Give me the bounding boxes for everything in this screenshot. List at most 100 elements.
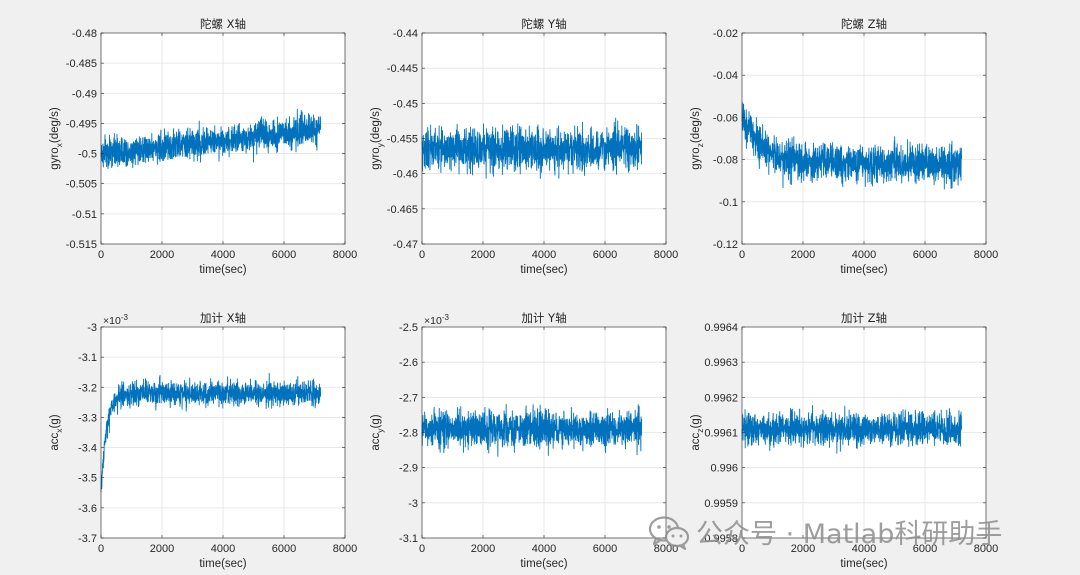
watermark-text: 公众号 · Matlab科研助手 — [696, 519, 1003, 550]
chart-title: 加计 Y轴 — [521, 311, 566, 325]
x-tick-label: 0 — [419, 249, 425, 261]
y-tick-label: -3.6 — [78, 503, 97, 515]
y-tick-label: -0.51 — [72, 209, 97, 221]
y-tick-label: 0.9963 — [704, 357, 738, 369]
y-tick-label: -3.5 — [78, 473, 97, 485]
y-tick-label: -0.44 — [393, 28, 418, 40]
y-tick-label: -0.04 — [713, 70, 738, 82]
y-axis-label: accz(g) — [690, 414, 705, 450]
x-tick-label: 8000 — [333, 249, 357, 261]
x-tick-label: 4000 — [852, 543, 876, 555]
series-line — [421, 117, 643, 179]
x-axis-label: time(sec) — [520, 264, 567, 276]
x-tick-label: 6000 — [272, 249, 296, 261]
y-tick-label: -2.9 — [399, 463, 418, 475]
chart-title: 加计 X轴 — [200, 311, 246, 325]
x-tick-label: 4000 — [852, 249, 876, 261]
series-line — [421, 403, 643, 457]
x-tick-label: 2000 — [791, 543, 815, 555]
subplot-3: 0 2000 4000 6000 8000 -0.12 -0.1 -0.08 -0.06 -0.0… — [690, 17, 998, 276]
y-tick-label: -0.02 — [713, 28, 738, 40]
x-tick-label: 0 — [98, 249, 104, 261]
x-tick-label: 0 — [739, 543, 745, 555]
y-tick-label: -0.485 — [66, 58, 97, 70]
x-tick-label: 0 — [739, 249, 745, 261]
y-tick-label: -3.1 — [78, 352, 97, 364]
x-tick-label: 8000 — [333, 543, 357, 555]
y-tick-label: -0.08 — [713, 155, 738, 167]
y-tick-label: -3 — [87, 322, 97, 334]
subplot-2: 0 2000 4000 6000 8000 -0.47 -0.465 -0.46 -0.455 -… — [370, 17, 678, 276]
x-tick-label: 4000 — [532, 543, 556, 555]
subplot-4: 0 2000 4000 6000 8000 -3.7 -3.6 -3.5 -3.4 -3.3 -3.… — [49, 311, 357, 570]
x-tick-label: 6000 — [913, 249, 937, 261]
y-tick-label: -0.495 — [66, 118, 97, 130]
subplot-1: 0 2000 4000 6000 8000 -0.515 -0.51 -0.505 -0.5 -0… — [49, 17, 357, 276]
y-tick-label: -0.06 — [713, 112, 738, 124]
y-tick-label: -0.46 — [393, 169, 418, 181]
y-axis-label: gyroz(deg/s) — [690, 107, 705, 170]
y-tick-label: -2.5 — [399, 322, 418, 334]
y-tick-label: -0.45 — [393, 98, 418, 110]
y-tick-label: 0.996 — [710, 463, 738, 475]
x-tick-label: 6000 — [593, 543, 617, 555]
y-axis-label: gyroy(deg/s) — [370, 107, 385, 170]
y-tick-label: -0.1 — [719, 197, 738, 209]
y-tick-label: 0.9964 — [704, 322, 738, 334]
y-tick-label: -0.465 — [387, 204, 418, 216]
chart-title: 加计 Z轴 — [841, 311, 887, 325]
chart-title: 陀螺 X轴 — [200, 17, 246, 31]
y-tick-label: -3.2 — [78, 382, 97, 394]
y-tick-label: -0.5 — [78, 149, 97, 161]
x-tick-label: 2000 — [150, 249, 174, 261]
x-tick-label: 6000 — [593, 249, 617, 261]
x-axis-label: time(sec) — [840, 264, 887, 276]
series-line — [741, 102, 963, 190]
axis-exponent: ×10-3 — [103, 313, 128, 327]
y-tick-label: -0.505 — [66, 179, 97, 191]
axis-exponent: ×10-3 — [424, 313, 449, 327]
x-tick-label: 8000 — [974, 543, 998, 555]
x-tick-label: 6000 — [272, 543, 296, 555]
y-tick-label: -0.455 — [387, 134, 418, 146]
x-axis-label: time(sec) — [520, 558, 567, 570]
y-tick-label: -3.4 — [78, 443, 97, 455]
y-tick-label: 0.9958 — [704, 533, 738, 545]
y-axis-label: accx(g) — [49, 414, 64, 450]
y-tick-label: -0.48 — [72, 28, 97, 40]
subplot-6: 0 2000 4000 6000 8000 0.9958 0.9959 0.996 0.9961… — [690, 311, 998, 570]
series-line — [100, 372, 322, 493]
wechat-icon — [648, 514, 690, 550]
x-axis-label: time(sec) — [199, 558, 246, 570]
y-tick-label: -0.49 — [72, 88, 97, 100]
x-tick-label: 0 — [419, 543, 425, 555]
watermark: 公众号 · Matlab科研助手 — [648, 512, 1002, 551]
x-axis-label: time(sec) — [840, 558, 887, 570]
x-tick-label: 4000 — [211, 543, 235, 555]
y-tick-label: -3.1 — [399, 533, 418, 545]
series-line — [100, 108, 322, 170]
y-tick-label: -3 — [408, 498, 418, 510]
y-tick-label: 0.9961 — [704, 428, 738, 440]
x-tick-label: 2000 — [150, 543, 174, 555]
x-tick-label: 8000 — [974, 249, 998, 261]
x-tick-label: 6000 — [913, 543, 937, 555]
y-axis-label: accy(g) — [370, 414, 385, 450]
x-tick-label: 8000 — [654, 249, 678, 261]
y-tick-label: -0.47 — [393, 239, 418, 251]
chart-title: 陀螺 Y轴 — [521, 17, 566, 31]
y-tick-label: -2.6 — [399, 357, 418, 369]
y-tick-label: -3.7 — [78, 533, 97, 545]
x-axis-label: time(sec) — [199, 264, 246, 276]
x-tick-label: 4000 — [211, 249, 235, 261]
y-tick-label: -0.515 — [66, 239, 97, 251]
x-tick-label: 2000 — [471, 543, 495, 555]
x-tick-label: 0 — [98, 543, 104, 555]
y-tick-label: 0.9959 — [704, 498, 738, 510]
x-tick-label: 2000 — [791, 249, 815, 261]
x-tick-label: 2000 — [471, 249, 495, 261]
x-tick-label: 8000 — [654, 543, 678, 555]
chart-title: 陀螺 Z轴 — [841, 17, 887, 31]
y-tick-label: 0.9962 — [704, 392, 738, 404]
